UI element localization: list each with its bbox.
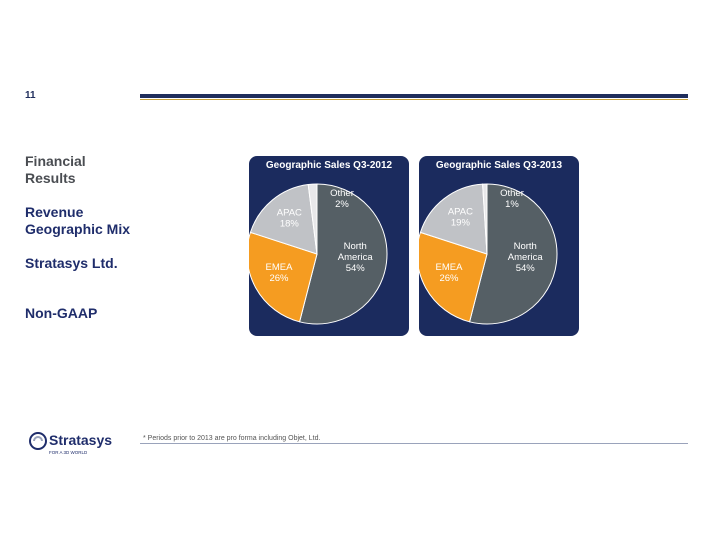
slice-value-apac: 18% xyxy=(280,219,300,230)
pie-slice-emea xyxy=(249,231,318,323)
pie-slice-apac xyxy=(419,183,488,255)
header-rule xyxy=(140,94,688,98)
slice-value-emea: 26% xyxy=(439,273,459,284)
slice-value-emea: 26% xyxy=(269,273,289,284)
slice-value-other: 1% xyxy=(505,199,519,210)
header-accent-rule xyxy=(140,99,688,100)
slice-value-north-america: 54% xyxy=(516,263,536,274)
chart-panel-q3-2013: North America 54% EMEA 26% APAC 19% Other 1% Geo… xyxy=(419,156,579,336)
slice-label-other: Other 1% xyxy=(500,188,524,210)
pie-slice-emea xyxy=(419,231,488,323)
slice-label-emea: EMEA 26% xyxy=(435,262,463,284)
sidebar-financial-results: Financial Results xyxy=(25,153,86,186)
pie-slice-apac xyxy=(249,183,318,255)
pie-chart-q3-2012: North America 54% EMEA 26% APAC 18% Other 2% xyxy=(249,183,388,325)
logo-mark-icon xyxy=(29,432,47,450)
slice-label-other: Other 2% xyxy=(330,188,354,210)
logo-tagline: FOR A 3D WORLD xyxy=(49,450,88,455)
chart-title-q3-2012: Geographic Sales Q3-2012 xyxy=(265,160,393,171)
pie-slice-other xyxy=(307,183,318,255)
slice-label-apac: APAC 18% xyxy=(277,208,302,230)
chart-title-q3-2013: Geographic Sales Q3-2013 xyxy=(435,160,563,171)
slice-label-north-america: North America 54% xyxy=(338,241,374,274)
slice-value-apac: 19% xyxy=(451,218,471,229)
pie-chart-q3-2013: North America 54% EMEA 26% APAC 19% Other 1% xyxy=(419,183,558,325)
pie-slice-other xyxy=(482,183,488,255)
pie-slice-north-america xyxy=(468,183,558,325)
slice-value-other: 2% xyxy=(335,199,349,210)
slice-label-north-america: North America 54% xyxy=(508,241,544,274)
sidebar-non-gaap: Non-GAAP xyxy=(25,305,98,321)
chart-panel-q3-2012: North America 54% EMEA 26% APAC 18% Other 2% Geo… xyxy=(249,156,409,336)
stratasys-logo: Stratasys FOR A 3D WORLD xyxy=(29,432,112,455)
slice-label-apac: APAC 19% xyxy=(448,207,473,229)
logo-swoosh-icon xyxy=(33,436,43,442)
footer-rule xyxy=(140,443,688,444)
sidebar-company-name: Stratasys Ltd. xyxy=(25,255,118,271)
logo-wordmark: Stratasys xyxy=(49,432,112,448)
pie-slice-north-america xyxy=(298,183,388,325)
slice-label-emea: EMEA 26% xyxy=(265,262,293,284)
page-number: 11 xyxy=(25,90,36,101)
sidebar-revenue-geographic-mix: Revenue Geographic Mix xyxy=(25,204,131,237)
footnote: * Periods prior to 2013 are pro forma in… xyxy=(143,435,321,442)
slice-value-north-america: 54% xyxy=(346,263,366,274)
section-sidebar: Financial Results Revenue Geographic Mix… xyxy=(25,153,140,322)
